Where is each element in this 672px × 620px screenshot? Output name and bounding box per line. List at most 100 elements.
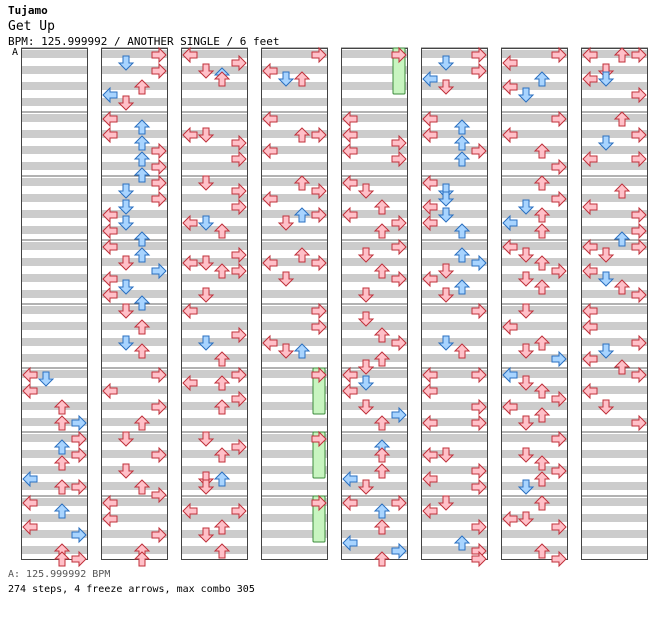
arrow-right-icon — [231, 182, 247, 200]
beat-stripe — [501, 130, 568, 138]
beat-stripe — [21, 66, 88, 74]
column-border — [261, 48, 328, 560]
beat-stripe — [21, 258, 88, 266]
arrow-down-icon — [437, 207, 455, 223]
chart-column — [421, 46, 488, 568]
beat-stripe — [421, 194, 488, 202]
beat-stripe — [261, 226, 328, 234]
beat-stripe — [261, 242, 328, 250]
arrow-down-icon — [277, 71, 295, 87]
beat-stripe — [21, 114, 88, 122]
beat-stripe — [101, 466, 168, 474]
arrow-up-icon — [373, 327, 391, 343]
arrow-down-icon — [277, 343, 295, 359]
beat-stripe — [581, 546, 648, 554]
beat-stripe — [421, 354, 488, 362]
arrow-down-icon — [517, 511, 535, 527]
beat-stripe — [501, 226, 568, 234]
beat-stripe — [341, 242, 408, 250]
arrow-left-icon — [262, 190, 278, 208]
arrow-down-icon — [437, 335, 455, 351]
arrow-up-icon — [53, 479, 71, 495]
beat-stripe — [501, 338, 568, 346]
arrow-down-icon — [357, 359, 375, 375]
arrow-up-icon — [133, 415, 151, 431]
arrow-left-icon — [182, 502, 198, 520]
beat-stripe — [501, 274, 568, 282]
beat-stripe — [181, 290, 248, 298]
arrow-left-icon — [582, 350, 598, 368]
beat-stripe — [101, 386, 168, 394]
beat-stripe — [581, 322, 648, 330]
song-title: Get Up — [8, 19, 55, 34]
beat-stripe — [261, 450, 328, 458]
arrow-right-icon — [151, 62, 167, 80]
arrow-right-icon — [311, 430, 327, 448]
beat-stripe — [341, 50, 408, 58]
beat-stripe — [181, 434, 248, 442]
arrow-left-icon — [102, 510, 118, 528]
arrow-right-icon — [71, 550, 87, 568]
arrow-right-icon — [471, 62, 487, 80]
arrow-down-icon — [357, 287, 375, 303]
beat-stripe — [501, 498, 568, 506]
arrow-left-icon — [262, 254, 278, 272]
arrow-up-icon — [213, 351, 231, 367]
arrow-right-icon — [151, 262, 167, 280]
beat-stripe — [501, 386, 568, 394]
arrow-down-icon — [117, 255, 135, 271]
beat-stripe — [21, 514, 88, 522]
beat-stripe — [261, 354, 328, 362]
column-border — [501, 48, 568, 560]
arrow-right-icon — [151, 190, 167, 208]
beat-stripe — [421, 98, 488, 106]
arrow-down-icon — [197, 63, 215, 79]
beat-stripe — [101, 258, 168, 266]
arrow-down-icon — [597, 247, 615, 263]
beat-stripe — [181, 402, 248, 410]
beat-stripe — [341, 370, 408, 378]
beat-stripe — [181, 338, 248, 346]
beat-stripe — [21, 146, 88, 154]
beat-stripe — [261, 530, 328, 538]
arrow-up-icon — [293, 207, 311, 223]
beat-stripe — [101, 162, 168, 170]
beat-stripe — [501, 50, 568, 58]
arrow-right-icon — [151, 526, 167, 544]
arrow-left-icon — [422, 414, 438, 432]
arrow-down-icon — [517, 375, 535, 391]
arrow-right-icon — [231, 366, 247, 384]
beat-stripe — [101, 306, 168, 314]
arrow-left-icon — [102, 206, 118, 224]
beat-stripe — [21, 50, 88, 58]
arrow-down-icon — [117, 55, 135, 71]
beat-stripe — [501, 418, 568, 426]
arrow-up-icon — [533, 143, 551, 159]
beat-stripe — [101, 210, 168, 218]
beat-stripe — [581, 66, 648, 74]
beat-stripe — [501, 82, 568, 90]
beat-stripe — [581, 194, 648, 202]
beat-stripe — [581, 82, 648, 90]
arrow-left-icon — [22, 366, 38, 384]
arrow-up-icon — [533, 495, 551, 511]
beat-stripe — [421, 514, 488, 522]
arrow-left-icon — [582, 46, 598, 64]
beat-stripe — [101, 130, 168, 138]
beat-stripe — [421, 242, 488, 250]
beat-stripe — [341, 482, 408, 490]
beat-stripe — [21, 82, 88, 90]
beat-stripe — [181, 370, 248, 378]
arrow-down-icon — [197, 127, 215, 143]
beat-stripe — [261, 50, 328, 58]
arrow-left-icon — [262, 142, 278, 160]
beat-stripe — [261, 130, 328, 138]
beat-stripe — [501, 370, 568, 378]
beat-stripe — [581, 210, 648, 218]
beat-stripe — [421, 50, 488, 58]
arrow-right-icon — [311, 318, 327, 336]
beat-stripe — [421, 306, 488, 314]
arrow-down-icon — [197, 527, 215, 543]
beat-stripe — [501, 146, 568, 154]
arrow-right-icon — [551, 158, 567, 176]
